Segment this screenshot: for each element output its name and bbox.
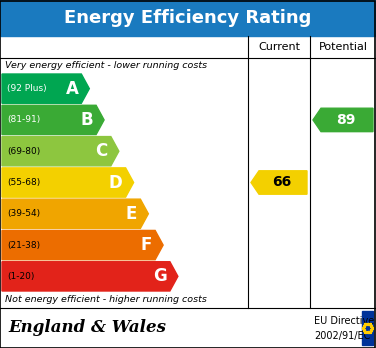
Text: (55-68): (55-68) [7, 178, 40, 187]
Text: Potential: Potential [318, 42, 367, 52]
Text: (69-80): (69-80) [7, 147, 40, 156]
Polygon shape [2, 136, 119, 166]
Text: B: B [80, 111, 93, 129]
Text: Energy Efficiency Rating: Energy Efficiency Rating [64, 9, 312, 27]
Text: 89: 89 [336, 113, 356, 127]
Text: C: C [96, 142, 108, 160]
Text: (21-38): (21-38) [7, 240, 40, 250]
Text: Current: Current [258, 42, 300, 52]
Bar [0, 0, 376, 36]
Text: (39-54): (39-54) [7, 209, 40, 218]
Text: (81-91): (81-91) [7, 116, 40, 125]
Text: England & Wales: England & Wales [8, 319, 166, 337]
Polygon shape [2, 168, 133, 197]
Polygon shape [2, 199, 149, 228]
Polygon shape [313, 108, 373, 132]
Text: 66: 66 [272, 175, 292, 190]
Text: (1-20): (1-20) [7, 272, 34, 281]
Text: Very energy efficient - lower running costs: Very energy efficient - lower running co… [5, 61, 207, 70]
Text: E: E [126, 205, 137, 223]
Polygon shape [2, 262, 178, 291]
Polygon shape [2, 230, 163, 260]
Polygon shape [2, 105, 104, 135]
Bar [362, 311, 373, 345]
Text: G: G [153, 267, 167, 285]
Text: A: A [65, 80, 78, 98]
Text: F: F [141, 236, 152, 254]
Text: Not energy efficient - higher running costs: Not energy efficient - higher running co… [5, 295, 207, 304]
Bar [0, 308, 376, 348]
Text: D: D [109, 174, 123, 191]
Text: 2002/91/EC: 2002/91/EC [314, 331, 370, 341]
Polygon shape [2, 74, 89, 103]
Text: (92 Plus): (92 Plus) [7, 84, 47, 93]
Text: EU Directive: EU Directive [314, 316, 374, 326]
Polygon shape [251, 171, 307, 194]
